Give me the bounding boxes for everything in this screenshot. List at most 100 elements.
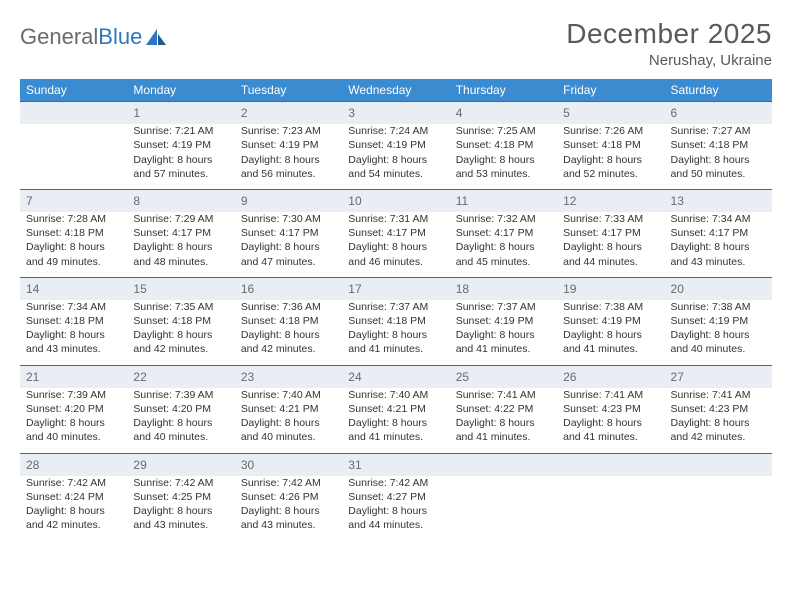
sunrise-text: Sunrise: 7:40 AM bbox=[348, 388, 443, 402]
day-number bbox=[557, 453, 664, 476]
day-content-row: Sunrise: 7:42 AMSunset: 4:24 PMDaylight:… bbox=[20, 476, 772, 541]
sunset-text: Sunset: 4:19 PM bbox=[671, 314, 766, 328]
day-number: 2 bbox=[235, 102, 342, 125]
sunset-text: Sunset: 4:25 PM bbox=[133, 490, 228, 504]
sunrise-text: Sunrise: 7:41 AM bbox=[671, 388, 766, 402]
sunrise-text: Sunrise: 7:39 AM bbox=[26, 388, 121, 402]
sunset-text: Sunset: 4:21 PM bbox=[241, 402, 336, 416]
daylight-text: Daylight: 8 hours and 40 minutes. bbox=[241, 416, 336, 444]
sunrise-text: Sunrise: 7:33 AM bbox=[563, 212, 658, 226]
sunrise-text: Sunrise: 7:41 AM bbox=[563, 388, 658, 402]
day-number: 17 bbox=[342, 277, 449, 300]
month-title: December 2025 bbox=[566, 18, 772, 50]
sunset-text: Sunset: 4:19 PM bbox=[456, 314, 551, 328]
day-cell: Sunrise: 7:24 AMSunset: 4:19 PMDaylight:… bbox=[342, 124, 449, 189]
logo-sail-icon bbox=[145, 28, 167, 46]
day-cell: Sunrise: 7:39 AMSunset: 4:20 PMDaylight:… bbox=[127, 388, 234, 453]
day-number-row: 14151617181920 bbox=[20, 277, 772, 300]
sunset-text: Sunset: 4:26 PM bbox=[241, 490, 336, 504]
daylight-text: Daylight: 8 hours and 42 minutes. bbox=[241, 328, 336, 356]
sunrise-text: Sunrise: 7:23 AM bbox=[241, 124, 336, 138]
day-content-row: Sunrise: 7:28 AMSunset: 4:18 PMDaylight:… bbox=[20, 212, 772, 277]
sunset-text: Sunset: 4:27 PM bbox=[348, 490, 443, 504]
sunrise-text: Sunrise: 7:35 AM bbox=[133, 300, 228, 314]
daylight-text: Daylight: 8 hours and 40 minutes. bbox=[26, 416, 121, 444]
sunset-text: Sunset: 4:19 PM bbox=[348, 138, 443, 152]
sunrise-text: Sunrise: 7:42 AM bbox=[348, 476, 443, 490]
day-number-row: 28293031 bbox=[20, 453, 772, 476]
sunset-text: Sunset: 4:20 PM bbox=[133, 402, 228, 416]
day-number: 11 bbox=[450, 189, 557, 212]
weekday-header: Tuesday bbox=[235, 79, 342, 102]
sunset-text: Sunset: 4:17 PM bbox=[671, 226, 766, 240]
sunrise-text: Sunrise: 7:42 AM bbox=[26, 476, 121, 490]
day-number: 24 bbox=[342, 365, 449, 388]
page-header: GeneralBlue December 2025 Nerushay, Ukra… bbox=[20, 18, 772, 69]
sunrise-text: Sunrise: 7:40 AM bbox=[241, 388, 336, 402]
daylight-text: Daylight: 8 hours and 44 minutes. bbox=[348, 504, 443, 532]
day-number: 4 bbox=[450, 102, 557, 125]
day-number: 15 bbox=[127, 277, 234, 300]
sunset-text: Sunset: 4:19 PM bbox=[563, 314, 658, 328]
day-cell: Sunrise: 7:32 AMSunset: 4:17 PMDaylight:… bbox=[450, 212, 557, 277]
daylight-text: Daylight: 8 hours and 41 minutes. bbox=[563, 416, 658, 444]
sunrise-text: Sunrise: 7:38 AM bbox=[563, 300, 658, 314]
daylight-text: Daylight: 8 hours and 52 minutes. bbox=[563, 153, 658, 181]
sunrise-text: Sunrise: 7:25 AM bbox=[456, 124, 551, 138]
daylight-text: Daylight: 8 hours and 45 minutes. bbox=[456, 240, 551, 268]
day-number: 23 bbox=[235, 365, 342, 388]
daylight-text: Daylight: 8 hours and 40 minutes. bbox=[671, 328, 766, 356]
day-number: 14 bbox=[20, 277, 127, 300]
sunrise-text: Sunrise: 7:24 AM bbox=[348, 124, 443, 138]
sunset-text: Sunset: 4:21 PM bbox=[348, 402, 443, 416]
daylight-text: Daylight: 8 hours and 40 minutes. bbox=[133, 416, 228, 444]
logo-word2: Blue bbox=[98, 24, 142, 50]
day-number: 10 bbox=[342, 189, 449, 212]
day-cell: Sunrise: 7:41 AMSunset: 4:23 PMDaylight:… bbox=[665, 388, 772, 453]
sunset-text: Sunset: 4:19 PM bbox=[241, 138, 336, 152]
day-number: 26 bbox=[557, 365, 664, 388]
sunrise-text: Sunrise: 7:37 AM bbox=[456, 300, 551, 314]
day-number: 13 bbox=[665, 189, 772, 212]
daylight-text: Daylight: 8 hours and 57 minutes. bbox=[133, 153, 228, 181]
daylight-text: Daylight: 8 hours and 49 minutes. bbox=[26, 240, 121, 268]
day-number: 6 bbox=[665, 102, 772, 125]
day-cell bbox=[557, 476, 664, 541]
sunset-text: Sunset: 4:23 PM bbox=[671, 402, 766, 416]
location-label: Nerushay, Ukraine bbox=[566, 52, 772, 69]
sunrise-text: Sunrise: 7:36 AM bbox=[241, 300, 336, 314]
weekday-header: Saturday bbox=[665, 79, 772, 102]
daylight-text: Daylight: 8 hours and 42 minutes. bbox=[26, 504, 121, 532]
daylight-text: Daylight: 8 hours and 41 minutes. bbox=[348, 416, 443, 444]
day-number: 25 bbox=[450, 365, 557, 388]
day-cell: Sunrise: 7:35 AMSunset: 4:18 PMDaylight:… bbox=[127, 300, 234, 365]
day-cell: Sunrise: 7:30 AMSunset: 4:17 PMDaylight:… bbox=[235, 212, 342, 277]
day-cell: Sunrise: 7:36 AMSunset: 4:18 PMDaylight:… bbox=[235, 300, 342, 365]
day-cell: Sunrise: 7:23 AMSunset: 4:19 PMDaylight:… bbox=[235, 124, 342, 189]
day-cell: Sunrise: 7:38 AMSunset: 4:19 PMDaylight:… bbox=[665, 300, 772, 365]
sunrise-text: Sunrise: 7:30 AM bbox=[241, 212, 336, 226]
weekday-header: Sunday bbox=[20, 79, 127, 102]
daylight-text: Daylight: 8 hours and 43 minutes. bbox=[241, 504, 336, 532]
weekday-header: Friday bbox=[557, 79, 664, 102]
day-number: 19 bbox=[557, 277, 664, 300]
sunrise-text: Sunrise: 7:41 AM bbox=[456, 388, 551, 402]
weekday-header: Monday bbox=[127, 79, 234, 102]
sunrise-text: Sunrise: 7:34 AM bbox=[671, 212, 766, 226]
calendar-table: Sunday Monday Tuesday Wednesday Thursday… bbox=[20, 79, 772, 540]
daylight-text: Daylight: 8 hours and 53 minutes. bbox=[456, 153, 551, 181]
title-block: December 2025 Nerushay, Ukraine bbox=[566, 18, 772, 69]
daylight-text: Daylight: 8 hours and 43 minutes. bbox=[671, 240, 766, 268]
sunrise-text: Sunrise: 7:26 AM bbox=[563, 124, 658, 138]
sunrise-text: Sunrise: 7:39 AM bbox=[133, 388, 228, 402]
sunset-text: Sunset: 4:17 PM bbox=[348, 226, 443, 240]
sunrise-text: Sunrise: 7:27 AM bbox=[671, 124, 766, 138]
sunset-text: Sunset: 4:22 PM bbox=[456, 402, 551, 416]
sunset-text: Sunset: 4:18 PM bbox=[348, 314, 443, 328]
daylight-text: Daylight: 8 hours and 41 minutes. bbox=[348, 328, 443, 356]
day-cell: Sunrise: 7:21 AMSunset: 4:19 PMDaylight:… bbox=[127, 124, 234, 189]
day-number: 22 bbox=[127, 365, 234, 388]
day-cell: Sunrise: 7:40 AMSunset: 4:21 PMDaylight:… bbox=[235, 388, 342, 453]
daylight-text: Daylight: 8 hours and 42 minutes. bbox=[133, 328, 228, 356]
weekday-header-row: Sunday Monday Tuesday Wednesday Thursday… bbox=[20, 79, 772, 102]
